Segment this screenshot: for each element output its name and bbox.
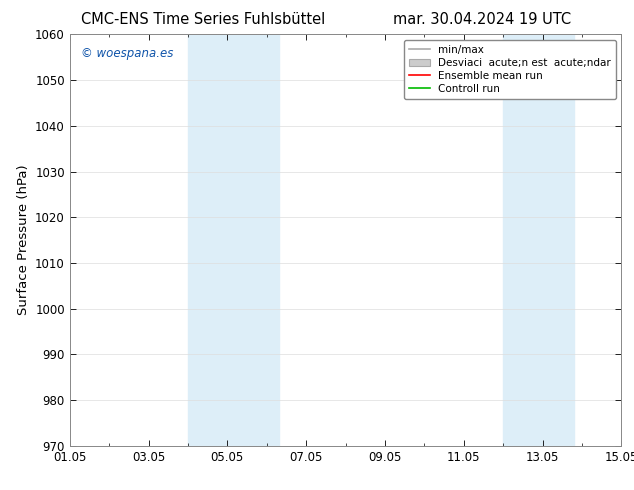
Text: mar. 30.04.2024 19 UTC: mar. 30.04.2024 19 UTC: [393, 12, 571, 27]
Bar: [188, 34, 278, 446]
Bar: [503, 34, 574, 446]
Text: CMC-ENS Time Series Fuhlsbüttel: CMC-ENS Time Series Fuhlsbüttel: [81, 12, 325, 27]
Y-axis label: Surface Pressure (hPa): Surface Pressure (hPa): [16, 165, 30, 316]
Text: © woespana.es: © woespana.es: [81, 47, 173, 60]
Legend: min/max, Desviaci  acute;n est  acute;ndar, Ensemble mean run, Controll run: min/max, Desviaci acute;n est acute;ndar…: [404, 40, 616, 99]
